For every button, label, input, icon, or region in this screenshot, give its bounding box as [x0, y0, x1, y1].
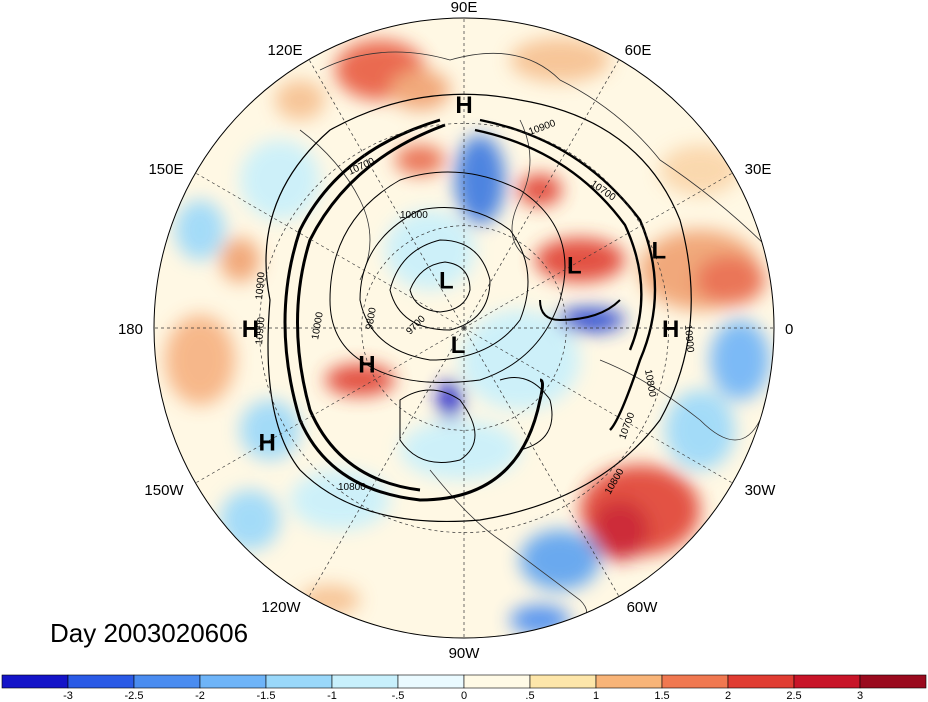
- colorbar-swatch: [397, 674, 465, 689]
- lon-label-90w: 90W: [449, 645, 481, 662]
- meridian-line: [463, 327, 733, 484]
- colorbar-tick-label: 0: [461, 690, 467, 702]
- contour-label: 10900: [254, 316, 267, 345]
- colorbar-swatch: [529, 674, 597, 689]
- meridian-line: [308, 327, 465, 597]
- colorbar-swatch: [331, 674, 399, 689]
- colorbar-tick-label: -1.5: [257, 690, 276, 702]
- pressure-centers: H H H H H L L L L: [242, 92, 680, 457]
- colorbar-tick-label: .5: [525, 690, 534, 702]
- colorbar-tick-label: 2: [725, 690, 731, 702]
- colorbar-tick-label: 3: [857, 690, 863, 702]
- meridian-line: [463, 172, 733, 329]
- colorbar-swatch: [595, 674, 663, 689]
- lon-label-60e: 60E: [625, 42, 652, 59]
- colorbar-swatch: [859, 674, 927, 689]
- colorbar-tick-label: -1: [327, 690, 337, 702]
- colorbar-swatch: [727, 674, 795, 689]
- lon-label-120e: 120E: [267, 42, 302, 59]
- lon-label-150w: 150W: [144, 482, 184, 499]
- meridian-line: [195, 327, 465, 484]
- meridian-line: [463, 59, 620, 329]
- colorbar: -3 -2.5 -2 -1.5 -1 -.5 0 .5 1 1.5 2 2.5 3: [1, 674, 927, 702]
- colorbar-swatch: [265, 674, 333, 689]
- contour-label: 10900: [254, 271, 267, 300]
- contour-label: 9800: [364, 306, 379, 330]
- map-boundary: [153, 17, 775, 639]
- colorbar-tick-label: 1.5: [654, 690, 669, 702]
- meridian-line: [463, 327, 620, 597]
- high-pressure-marker: H: [455, 92, 472, 119]
- colorbar-tick-label: -2.5: [125, 690, 144, 702]
- colorbar-tick-label: 1: [593, 690, 599, 702]
- lon-label-0: 0: [785, 321, 793, 338]
- low-pressure-marker: L: [651, 237, 666, 264]
- colorbar-tick-label: 2.5: [786, 690, 801, 702]
- high-pressure-marker: H: [242, 316, 259, 343]
- height-contours: [265, 93, 692, 523]
- contour-label: 10900: [682, 324, 695, 353]
- longitude-labels: 90E 60E 30E 0 30W 60W 90W 120W 150W 180 …: [118, 0, 793, 662]
- coastlines: [299, 51, 771, 631]
- meridian-line: [195, 172, 465, 329]
- low-pressure-marker: L: [451, 332, 466, 359]
- latitude-circle: [361, 225, 567, 431]
- lon-label-30e: 30E: [745, 161, 772, 178]
- colorbar-tick-label: -2: [195, 690, 205, 702]
- lon-label-60w: 60W: [627, 599, 659, 616]
- colorbar-swatch: [67, 674, 135, 689]
- contour-label: 10800: [338, 482, 366, 493]
- lon-label-120w: 120W: [261, 599, 301, 616]
- low-pressure-marker: L: [567, 252, 582, 279]
- colorbar-swatch: [463, 674, 531, 689]
- colorbar-swatch: [793, 674, 861, 689]
- contour-label: 10800: [642, 369, 658, 399]
- colorbar-tick-label: -3: [63, 690, 73, 702]
- colorbar-swatch: [133, 674, 201, 689]
- high-pressure-marker: H: [358, 351, 375, 378]
- colorbar-tick-label: -.5: [392, 690, 405, 702]
- high-pressure-marker: H: [662, 316, 679, 343]
- meridian-line: [308, 59, 465, 329]
- contour-label: 10000: [310, 311, 326, 341]
- lon-label-180: 180: [118, 321, 143, 338]
- lon-label-30w: 30W: [745, 482, 777, 499]
- anomaly-field: [154, 18, 774, 638]
- lon-label-150e: 150E: [148, 161, 183, 178]
- colorbar-swatch: [199, 674, 267, 689]
- map-title: Day 2003020606: [50, 618, 249, 648]
- latitude-circle: [259, 123, 669, 533]
- colorbar-swatch: [661, 674, 729, 689]
- lon-label-90e: 90E: [451, 0, 478, 16]
- colorbar-swatch: [1, 674, 69, 689]
- low-pressure-marker: L: [439, 267, 454, 294]
- high-pressure-marker: H: [258, 430, 275, 457]
- graticule: [154, 18, 774, 638]
- contour-label: 10000: [400, 210, 428, 221]
